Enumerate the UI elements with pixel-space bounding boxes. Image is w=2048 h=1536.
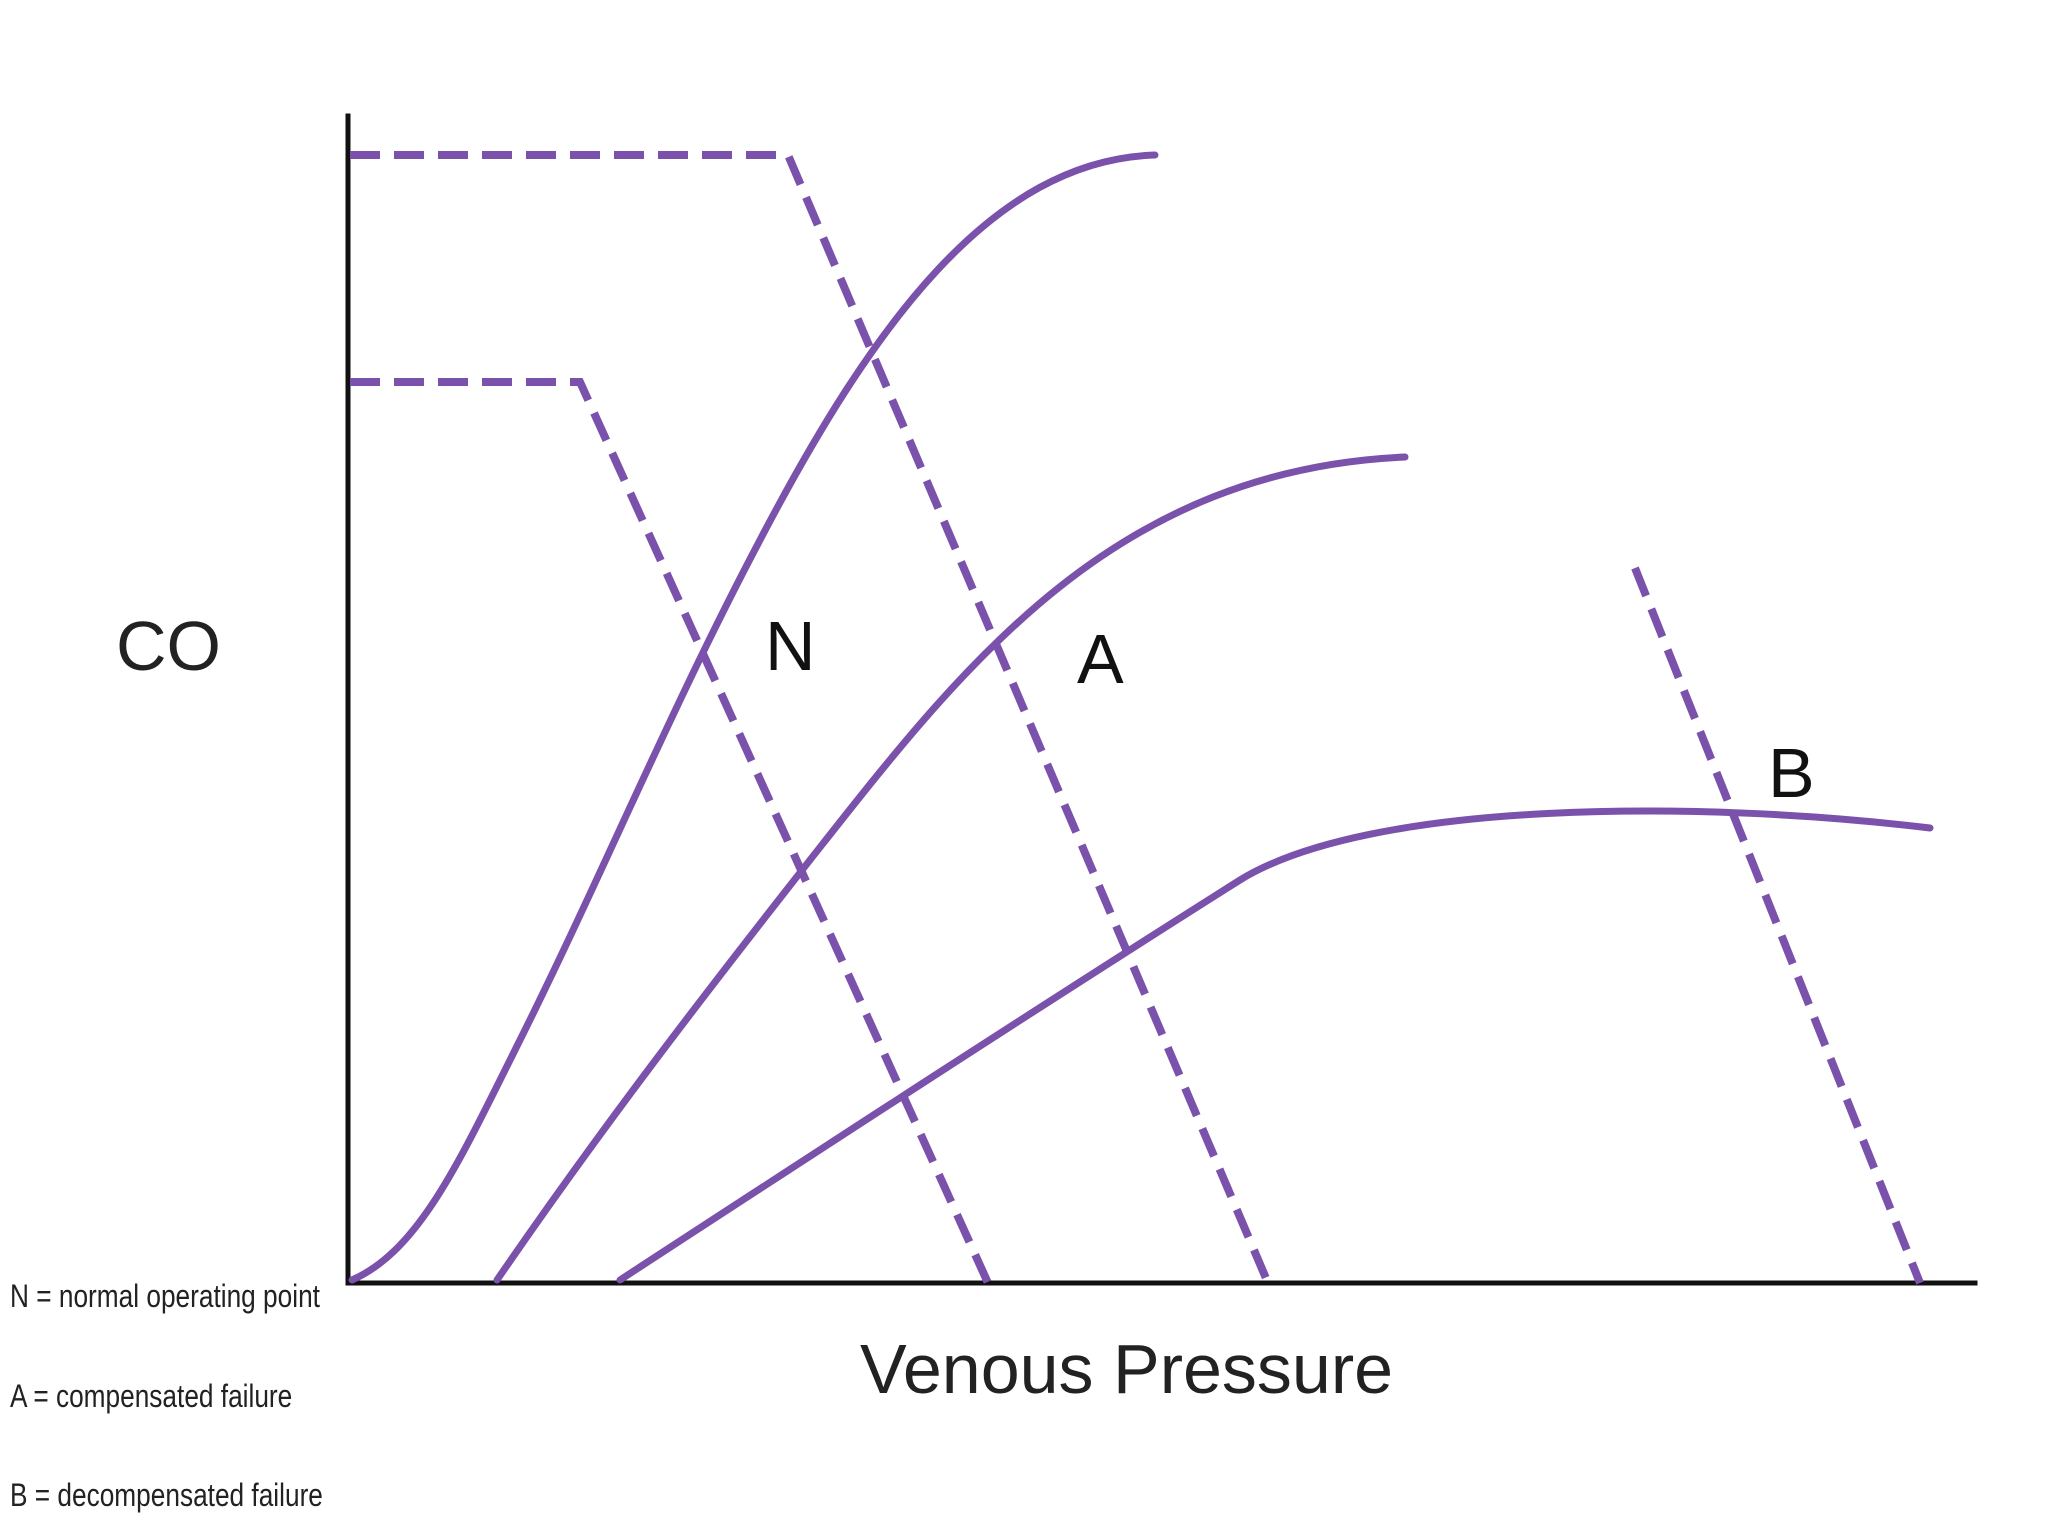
legend-item-normal: N = normal operating point xyxy=(10,1278,320,1314)
venous-return-curve-compensated xyxy=(350,151,1272,1285)
cardiac-curve-decompensated xyxy=(616,807,1934,1284)
point-label-b: B xyxy=(1768,734,1815,812)
point-label-n: N xyxy=(765,607,816,685)
y-axis-label: CO xyxy=(116,607,221,685)
cardiac-curve-normal xyxy=(348,151,1159,1284)
point-label-a: A xyxy=(1077,620,1124,698)
cardiac-curve-compensated xyxy=(493,453,1409,1284)
venous-return-curve-decompensated xyxy=(1631,566,1924,1285)
legend-item-compensated: A = compensated failure xyxy=(10,1378,293,1414)
venous-return-curve-normal xyxy=(350,378,992,1285)
legend-item-decompensated: B = decompensated failure xyxy=(10,1477,323,1513)
x-axis-label: Venous Pressure xyxy=(860,1330,1393,1408)
